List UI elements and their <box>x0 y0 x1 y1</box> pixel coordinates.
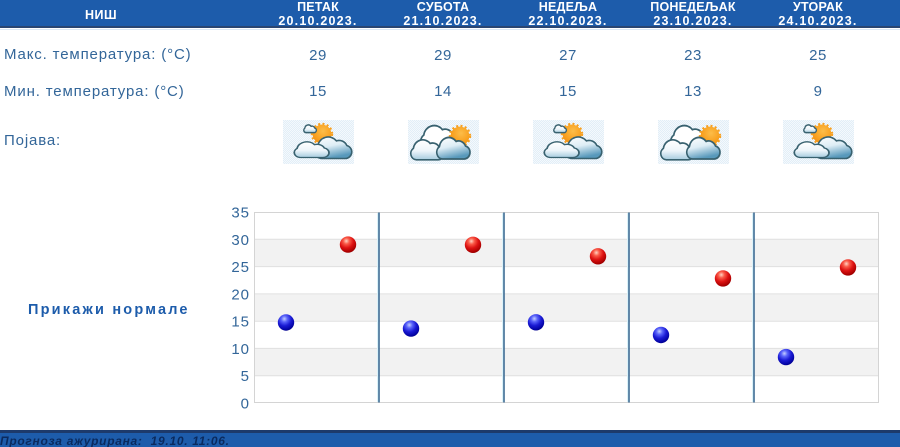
svg-text:30: 30 <box>231 232 250 249</box>
svg-text:10: 10 <box>231 341 250 358</box>
svg-text:20: 20 <box>231 286 250 303</box>
svg-text:15: 15 <box>231 314 250 331</box>
svg-text:25: 25 <box>231 259 250 276</box>
svg-text:0: 0 <box>241 395 250 412</box>
svg-text:35: 35 <box>231 205 250 222</box>
svg-text:5: 5 <box>241 368 250 385</box>
